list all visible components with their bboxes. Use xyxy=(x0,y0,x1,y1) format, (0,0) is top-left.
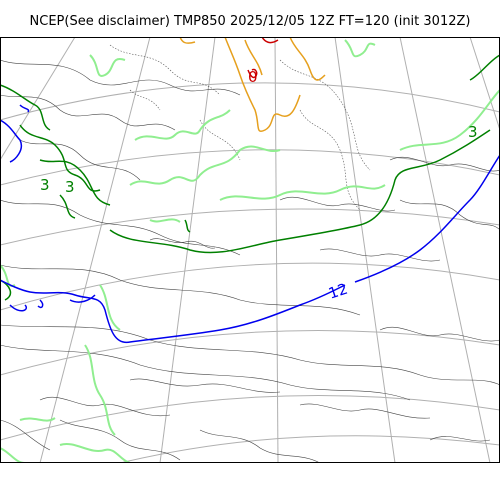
latitude-line xyxy=(0,82,500,121)
isotherm-neg3 xyxy=(247,37,279,79)
isotherm-12 xyxy=(0,104,500,344)
chart-title: NCEP(See disclaimer) TMP850 2025/12/05 1… xyxy=(29,14,471,29)
contour-label-0: 0 xyxy=(248,68,258,86)
latitude-line xyxy=(0,394,500,441)
contour-label-3: 3 xyxy=(468,123,478,141)
longitude-line xyxy=(334,37,396,463)
latitude-line xyxy=(0,329,500,376)
contour-label-12: 12 xyxy=(326,280,350,303)
longitude-line xyxy=(469,37,500,131)
latitude-line xyxy=(119,435,500,463)
coastlines xyxy=(0,59,500,463)
contour-label-3: 3 xyxy=(40,176,50,194)
isotherm-6 xyxy=(0,39,500,463)
longitude-line xyxy=(399,37,491,463)
latitude-line xyxy=(0,149,500,186)
latitude-line xyxy=(0,208,500,246)
terrain-contours xyxy=(109,44,371,211)
isotherm-3 xyxy=(0,54,500,301)
longitude-line xyxy=(0,37,76,161)
longitude-line xyxy=(159,37,216,463)
contour-label-3: 3 xyxy=(65,178,75,196)
isotherm-0 xyxy=(179,37,326,132)
longitude-line xyxy=(274,37,279,463)
latitude-line xyxy=(0,262,500,311)
longitude-line xyxy=(39,37,151,463)
